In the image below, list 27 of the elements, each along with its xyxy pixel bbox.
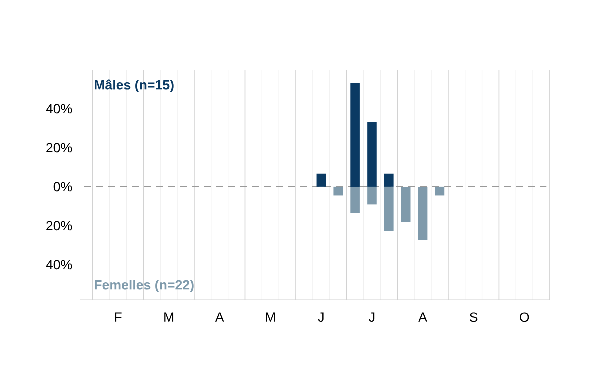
bar [334,186,344,196]
x-tick-label: J [318,312,324,322]
y-tick-label: 40% [46,260,72,270]
bar [350,83,360,187]
x-tick-label: O [520,312,530,322]
bar [384,174,394,187]
y-tick-label: 40% [46,104,72,114]
y-tick-label: 20% [46,143,72,153]
text: Mâles (n=15) [95,80,174,92]
bar [384,186,394,232]
x-tick-label: S [470,312,478,322]
x-tick-label: J [369,312,375,322]
x-tick-label: M [266,312,276,322]
bar [368,186,377,205]
bar [316,174,326,187]
x-tick-label: A [418,312,428,322]
y-tick-label: 20% [46,221,72,231]
x-tick-label: M [164,312,174,322]
text: Femelles (n=22) [95,280,194,292]
x-tick-label: F [115,312,122,322]
bar [435,186,445,196]
bar [418,186,428,240]
x-tick-label: A [215,312,224,322]
y-tick-label: 0% [54,182,72,192]
bar [401,186,411,222]
bar [368,122,377,187]
bar [350,186,360,214]
